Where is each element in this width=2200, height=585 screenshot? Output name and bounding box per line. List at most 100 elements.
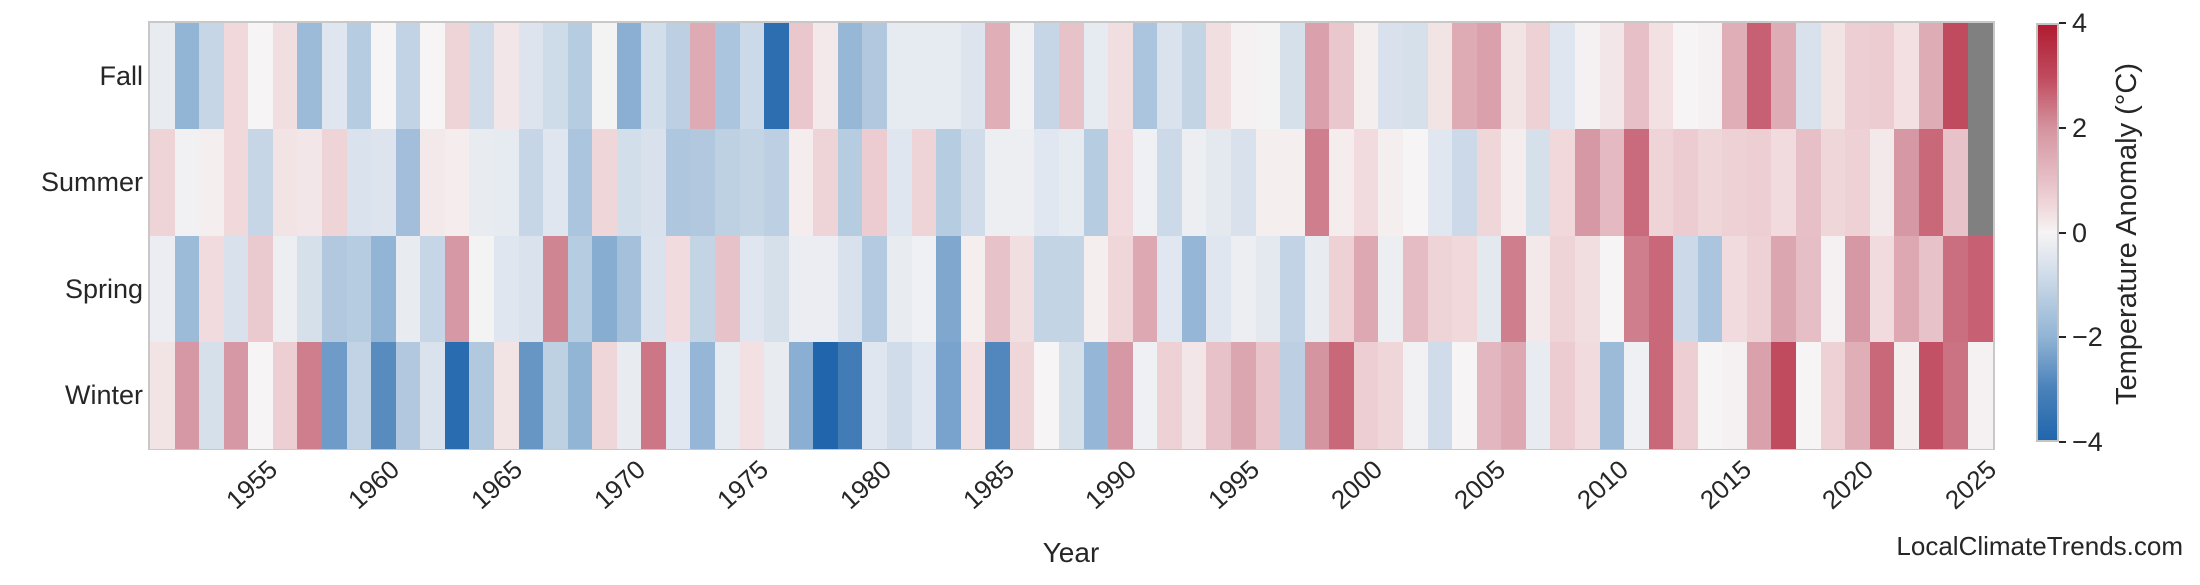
- colorbar-tick-mark: [2059, 231, 2066, 234]
- heatmap-cell: [371, 235, 397, 343]
- heatmap-cell: [911, 129, 937, 237]
- heatmap-cell: [1427, 23, 1453, 130]
- heatmap-cell: [248, 235, 274, 343]
- heatmap-cell: [862, 235, 888, 343]
- heatmap-cell: [346, 341, 372, 449]
- x-axis-tick-label: 1985: [956, 454, 1020, 515]
- heatmap-cell: [1304, 341, 1330, 449]
- heatmap-cell: [1943, 341, 1969, 449]
- heatmap-cell: [321, 341, 348, 449]
- heatmap-cell: [1378, 341, 1404, 449]
- heatmap-cell: [1329, 129, 1355, 237]
- heatmap-cell: [911, 341, 937, 449]
- colorbar-tick-mark: [2059, 126, 2066, 129]
- heatmap-cell: [887, 23, 913, 130]
- heatmap-cell: [543, 129, 569, 237]
- heatmap-cell: [199, 341, 225, 449]
- heatmap-cell: [1108, 341, 1134, 449]
- heatmap-cell: [911, 235, 937, 343]
- heatmap-cell: [641, 129, 667, 237]
- heatmap-cell: [1648, 341, 1674, 449]
- heatmap-cell: [321, 129, 348, 237]
- heatmap-cell: [641, 341, 667, 449]
- colorbar-tick-label: −4: [2072, 427, 2103, 457]
- heatmap-cell: [1648, 23, 1674, 130]
- heatmap-cell: [862, 129, 888, 237]
- heatmap-cell: [1230, 235, 1257, 343]
- heatmap-cell: [371, 341, 397, 449]
- heatmap-cell: [1501, 235, 1527, 343]
- colorbar-tick-mark: [2059, 441, 2066, 443]
- heatmap-cell: [1206, 341, 1232, 449]
- heatmap-cell: [1918, 341, 1945, 449]
- heatmap-cell: [1452, 129, 1478, 237]
- heatmap-cell: [223, 129, 249, 237]
- heatmap-cell: [297, 23, 323, 130]
- heatmap-cell: [616, 235, 642, 343]
- heatmap-cell: [1304, 23, 1330, 130]
- heatmap-cell: [1624, 23, 1650, 130]
- x-axis-tick-label: 1965: [465, 454, 529, 515]
- heatmap-cell: [690, 235, 716, 343]
- heatmap-cell: [1304, 235, 1330, 343]
- heatmap-cell: [1034, 129, 1060, 237]
- heatmap-cell: [1304, 129, 1330, 237]
- heatmap-cell: [1968, 341, 1994, 449]
- heatmap-cell: [985, 235, 1011, 343]
- heatmap-cell: [567, 235, 593, 343]
- heatmap-cell: [1230, 23, 1257, 130]
- x-axis-tick-label: 1970: [588, 454, 652, 515]
- heatmap-cell: [420, 235, 446, 343]
- heatmap-cell: [1280, 129, 1306, 237]
- heatmap-cell: [420, 341, 446, 449]
- heatmap-cell: [690, 129, 716, 237]
- heatmap-cell: [1918, 23, 1945, 130]
- colorbar-title: Temperature Anomaly (°C): [2111, 63, 2143, 405]
- heatmap-cell: [297, 235, 323, 343]
- heatmap-cell: [1181, 341, 1207, 449]
- heatmap-cell: [1501, 129, 1527, 237]
- heatmap-cell: [1206, 129, 1232, 237]
- heatmap-cell: [1722, 341, 1748, 449]
- heatmap-cell: [444, 341, 470, 449]
- heatmap-cell: [887, 129, 913, 237]
- heatmap-cell: [1059, 129, 1085, 237]
- heatmap-cell: [1746, 129, 1773, 237]
- heatmap-cell: [1968, 23, 1994, 130]
- heatmap-cell: [1525, 341, 1551, 449]
- heatmap-cell: [248, 129, 274, 237]
- heatmap-cell: [518, 235, 544, 343]
- heatmap-cell: [1009, 23, 1036, 130]
- heatmap-cell: [1402, 23, 1429, 130]
- heatmap-cell: [1599, 129, 1625, 237]
- heatmap-cell: [1845, 129, 1871, 237]
- colorbar-tick-mark: [2059, 336, 2066, 339]
- heatmap-cell: [1746, 23, 1773, 130]
- heatmap-cell: [493, 129, 520, 237]
- heatmap-cell: [1476, 129, 1502, 237]
- heatmap-cell: [1648, 235, 1674, 343]
- heatmap-cell: [837, 129, 864, 237]
- heatmap-cell: [1722, 129, 1748, 237]
- heatmap-cell: [1157, 23, 1183, 130]
- row-label-winter: Winter: [64, 380, 143, 410]
- heatmap-cell: [1796, 235, 1822, 343]
- heatmap-cell: [1894, 235, 1920, 343]
- heatmap-cell: [1157, 129, 1183, 237]
- heatmap-cell: [1108, 129, 1134, 237]
- heatmap-cell: [1108, 23, 1134, 130]
- heatmap-cell: [371, 129, 397, 237]
- heatmap-cell: [788, 235, 814, 343]
- row-label-fall: Fall: [99, 61, 143, 91]
- heatmap-cell: [1255, 235, 1281, 343]
- heatmap-cell: [641, 23, 667, 130]
- heatmap-cell: [1009, 341, 1036, 449]
- heatmap-cell: [518, 129, 544, 237]
- x-axis-tick-label: 1960: [342, 454, 406, 515]
- heatmap-cell: [1697, 23, 1723, 130]
- heatmap-cell: [1034, 341, 1060, 449]
- heatmap-cell: [518, 341, 544, 449]
- heatmap-cell: [690, 23, 716, 130]
- heatmap-cell: [1476, 23, 1502, 130]
- heatmap-cell: [1771, 341, 1797, 449]
